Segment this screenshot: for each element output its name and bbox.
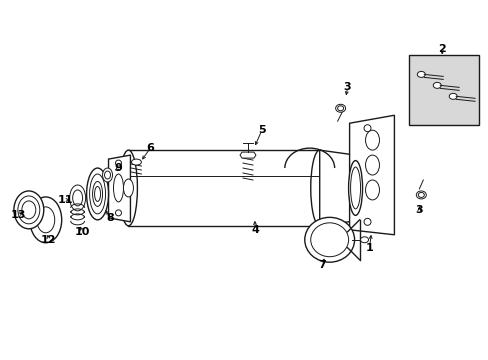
Ellipse shape: [363, 125, 370, 132]
Text: 13: 13: [11, 210, 26, 220]
Ellipse shape: [335, 104, 345, 112]
Ellipse shape: [448, 93, 456, 99]
Ellipse shape: [14, 191, 44, 229]
Text: 12: 12: [41, 235, 57, 245]
Text: 5: 5: [258, 125, 265, 135]
Ellipse shape: [365, 155, 379, 175]
Ellipse shape: [89, 174, 105, 214]
Text: 8: 8: [106, 213, 114, 223]
Polygon shape: [319, 150, 355, 226]
Text: 9: 9: [114, 163, 122, 173]
Ellipse shape: [131, 159, 141, 165]
Ellipse shape: [73, 190, 82, 206]
Polygon shape: [240, 152, 255, 158]
Ellipse shape: [115, 160, 121, 166]
Ellipse shape: [417, 193, 424, 197]
Text: 1: 1: [365, 243, 373, 253]
Ellipse shape: [365, 180, 379, 200]
Text: 6: 6: [146, 143, 154, 153]
Ellipse shape: [350, 167, 360, 209]
Ellipse shape: [104, 171, 110, 179]
Ellipse shape: [119, 150, 137, 226]
Ellipse shape: [304, 217, 354, 262]
Text: 4: 4: [250, 225, 258, 235]
Ellipse shape: [310, 150, 328, 226]
Ellipse shape: [115, 210, 121, 216]
Ellipse shape: [94, 186, 101, 201]
Ellipse shape: [92, 181, 102, 206]
Text: 3: 3: [343, 82, 351, 93]
Text: 3: 3: [415, 205, 422, 215]
Ellipse shape: [102, 168, 112, 182]
Polygon shape: [349, 115, 394, 235]
FancyBboxPatch shape: [408, 55, 478, 125]
Ellipse shape: [37, 207, 55, 233]
Polygon shape: [128, 150, 319, 226]
Text: 2: 2: [437, 44, 445, 54]
Ellipse shape: [86, 168, 108, 220]
Ellipse shape: [69, 185, 85, 211]
Ellipse shape: [123, 179, 133, 197]
Ellipse shape: [22, 201, 36, 219]
Polygon shape: [108, 155, 130, 222]
Ellipse shape: [415, 191, 426, 199]
Ellipse shape: [18, 196, 40, 224]
Ellipse shape: [432, 82, 440, 88]
Ellipse shape: [113, 174, 123, 202]
Ellipse shape: [416, 71, 425, 77]
Text: 10: 10: [75, 227, 90, 237]
Ellipse shape: [365, 130, 379, 150]
Ellipse shape: [360, 237, 368, 243]
Ellipse shape: [337, 106, 343, 111]
Text: 11: 11: [58, 195, 73, 205]
Text: 7: 7: [317, 260, 325, 270]
Ellipse shape: [310, 223, 348, 257]
Ellipse shape: [348, 161, 362, 215]
Ellipse shape: [30, 197, 61, 243]
Ellipse shape: [363, 219, 370, 225]
